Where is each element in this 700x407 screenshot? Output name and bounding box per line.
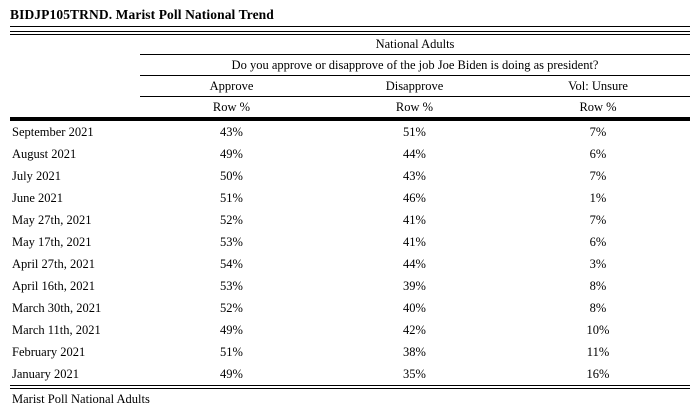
table-row: February 2021 51% 38% 11% <box>10 341 690 363</box>
unsure-cell: 16% <box>586 366 610 381</box>
approve-cell: 53% <box>220 234 243 249</box>
approve-cell: 49% <box>220 146 243 161</box>
row-label: September 2021 <box>12 124 94 139</box>
subheader-unsure: Row % <box>506 96 691 121</box>
subheader-row: Row % Row % Row % <box>10 96 691 121</box>
page-title: BIDJP105TRND. Marist Poll National Trend <box>10 0 690 27</box>
unsure-cell: 6% <box>589 146 607 161</box>
row-label: July 2021 <box>12 168 61 183</box>
row-label: January 2021 <box>12 366 79 381</box>
unsure-cell: 7% <box>589 168 607 183</box>
disapprove-cell: 39% <box>403 278 426 293</box>
table-row: June 2021 51% 46% 1% <box>10 187 690 209</box>
column-header-approve: Approve <box>140 75 323 97</box>
unsure-cell: 7% <box>589 212 607 227</box>
unsure-cell: 11% <box>586 344 610 359</box>
table-row: March 11th, 2021 49% 42% 10% <box>10 319 690 341</box>
approve-cell: 49% <box>220 366 243 381</box>
disapprove-cell: 38% <box>403 344 426 359</box>
spacer-cell <box>10 76 140 97</box>
row-label: May 27th, 2021 <box>12 212 92 227</box>
table-row: March 30th, 2021 52% 40% 8% <box>10 297 690 319</box>
subheader-approve: Row % <box>140 96 323 121</box>
footer-note: Marist Poll National Adults <box>12 392 150 406</box>
unsure-cell: 3% <box>589 256 607 271</box>
approve-cell: 51% <box>220 344 243 359</box>
table-row: July 2021 50% 43% 7% <box>10 165 690 187</box>
unsure-cell: 8% <box>589 278 607 293</box>
approve-cell: 54% <box>220 256 243 271</box>
table-row: September 2021 43% 51% 7% <box>10 119 690 143</box>
unsure-cell: 6% <box>589 234 607 249</box>
row-label: February 2021 <box>12 344 86 359</box>
table-row: April 16th, 2021 53% 39% 8% <box>10 275 690 297</box>
approve-cell: 43% <box>220 124 243 139</box>
table-row: August 2021 49% 44% 6% <box>10 143 690 165</box>
disapprove-cell: 46% <box>403 190 426 205</box>
disapprove-cell: 35% <box>403 366 426 381</box>
table-header: National Adults Do you approve or disapp… <box>10 35 691 121</box>
disapprove-cell: 51% <box>403 124 426 139</box>
unsure-cell: 10% <box>586 322 610 337</box>
unsure-cell: 8% <box>589 300 607 315</box>
approve-cell: 51% <box>220 190 243 205</box>
spacer-cell <box>10 55 140 76</box>
table-row: May 17th, 2021 53% 41% 6% <box>10 231 690 253</box>
column-header-row: Approve Disapprove Vol: Unsure <box>10 75 691 97</box>
row-label: August 2021 <box>12 146 77 161</box>
column-header-disapprove: Disapprove <box>323 75 506 97</box>
approve-cell: 52% <box>220 212 243 227</box>
row-label: June 2021 <box>12 190 64 205</box>
column-header-unsure: Vol: Unsure <box>506 75 691 97</box>
unsure-cell: 7% <box>589 124 607 139</box>
group-header: National Adults <box>140 35 691 55</box>
disapprove-cell: 42% <box>403 322 426 337</box>
table-row: April 27th, 2021 54% 44% 3% <box>10 253 690 275</box>
table-body: September 2021 43% 51% 7% August 2021 49… <box>10 119 690 385</box>
table-row: May 27th, 2021 52% 41% 7% <box>10 209 690 231</box>
disapprove-cell: 44% <box>403 256 426 271</box>
question-text: Do you approve or disapprove of the job … <box>140 54 691 76</box>
bottom-double-rule <box>10 385 690 389</box>
question-row: Do you approve or disapprove of the job … <box>10 54 691 76</box>
top-double-rule <box>10 31 690 35</box>
spacer-cell <box>10 96 140 121</box>
row-label: April 16th, 2021 <box>12 278 95 293</box>
disapprove-cell: 41% <box>403 212 426 227</box>
row-label: May 17th, 2021 <box>12 234 92 249</box>
table-row: January 2021 49% 35% 16% <box>10 363 690 385</box>
approve-cell: 50% <box>220 168 243 183</box>
poll-table: National Adults Do you approve or disapp… <box>10 35 691 385</box>
group-header-row: National Adults <box>10 35 691 55</box>
disapprove-cell: 43% <box>403 168 426 183</box>
row-label: March 30th, 2021 <box>12 300 102 315</box>
approve-cell: 49% <box>220 322 243 337</box>
disapprove-cell: 44% <box>403 146 426 161</box>
row-label: April 27th, 2021 <box>12 256 95 271</box>
spacer-cell <box>10 35 140 55</box>
disapprove-cell: 40% <box>403 300 426 315</box>
row-label: March 11th, 2021 <box>12 322 101 337</box>
unsure-cell: 1% <box>589 190 607 205</box>
approve-cell: 52% <box>220 300 243 315</box>
disapprove-cell: 41% <box>403 234 426 249</box>
approve-cell: 53% <box>220 278 243 293</box>
subheader-disapprove: Row % <box>323 96 506 121</box>
